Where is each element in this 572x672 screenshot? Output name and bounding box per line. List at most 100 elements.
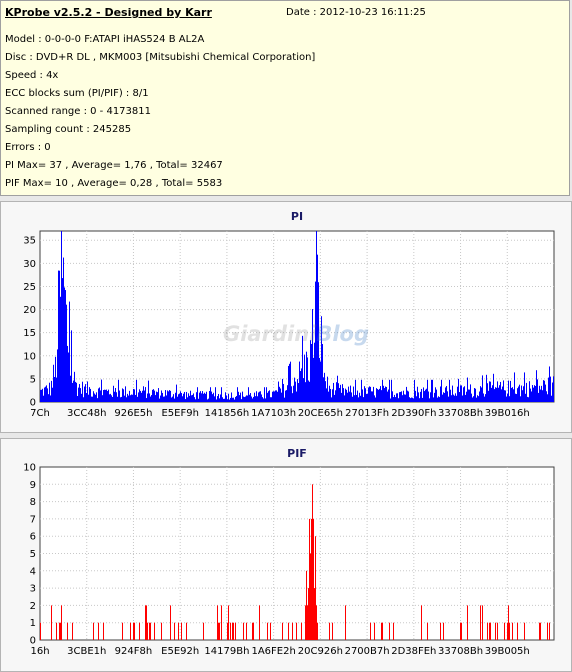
x-tick-label: 1A6FE2h — [251, 646, 295, 657]
data-bar — [230, 622, 231, 640]
data-bar — [301, 622, 302, 640]
data-bar — [504, 390, 505, 402]
data-bar — [164, 396, 165, 402]
data-bar — [370, 622, 371, 640]
data-bar — [177, 396, 178, 402]
data-bar — [238, 391, 239, 402]
data-bar — [102, 395, 103, 402]
data-bar — [267, 622, 268, 640]
data-bar — [314, 342, 315, 402]
data-bar — [274, 391, 275, 402]
data-bar — [501, 389, 502, 402]
data-bar — [462, 395, 463, 402]
data-bar — [525, 393, 526, 402]
data-bar — [100, 390, 101, 402]
data-bar — [149, 622, 150, 640]
data-bar — [491, 387, 492, 402]
data-bar — [248, 387, 249, 402]
data-bar — [189, 395, 190, 402]
data-bar — [217, 396, 218, 402]
data-bar — [480, 605, 481, 640]
data-bar — [70, 375, 71, 402]
data-bar — [497, 381, 498, 402]
data-bar — [234, 399, 235, 402]
data-bar — [460, 622, 461, 640]
data-bar — [307, 357, 308, 402]
data-bar — [314, 588, 315, 640]
data-bar — [313, 518, 314, 640]
data-bar — [537, 379, 538, 402]
data-bar — [408, 391, 409, 402]
data-bar — [277, 391, 278, 402]
pif-chart: PIF 0 1 2 3 4 5 6 7 8 9 10 16h 3CBE1h 924F8h E5E92h 1417… — [23, 447, 555, 657]
data-bar — [66, 304, 67, 402]
data-bar — [369, 386, 370, 402]
data-bar — [227, 399, 228, 402]
data-bar — [296, 622, 297, 640]
data-bar — [201, 393, 202, 402]
data-bar — [203, 393, 204, 402]
data-bar — [310, 553, 311, 640]
data-bar — [90, 388, 91, 402]
data-bar — [433, 397, 434, 402]
data-bar — [232, 622, 233, 640]
data-bar — [381, 622, 382, 640]
data-bar — [445, 387, 446, 402]
data-bar — [78, 387, 79, 402]
data-bar — [170, 605, 171, 640]
data-bar — [128, 395, 129, 402]
data-bar — [503, 380, 504, 402]
data-bar — [123, 389, 124, 402]
data-bar — [415, 390, 416, 402]
data-bar — [259, 605, 260, 640]
data-bar — [351, 392, 352, 402]
y-tick-label: 2 — [30, 601, 36, 612]
data-bar — [150, 622, 151, 640]
data-bar — [444, 392, 445, 402]
data-bar — [133, 388, 134, 402]
data-bar — [485, 394, 486, 402]
data-bar — [140, 390, 141, 402]
plot-area — [39, 230, 555, 403]
data-bar — [85, 384, 86, 402]
data-bar — [270, 622, 271, 640]
data-bar — [552, 382, 553, 402]
data-bar — [382, 622, 383, 640]
data-bar — [541, 385, 542, 402]
data-bar — [130, 622, 131, 640]
data-bar — [289, 363, 290, 402]
data-bar — [416, 396, 417, 402]
data-bar — [430, 392, 431, 402]
data-bar — [264, 387, 265, 402]
data-bar — [519, 384, 520, 402]
data-bar — [81, 393, 82, 402]
data-bar — [121, 396, 122, 402]
data-bar — [117, 396, 118, 402]
info-sampling-count: Sampling count : 245285 — [5, 124, 132, 135]
data-bar — [237, 387, 238, 402]
data-bar — [477, 395, 478, 402]
data-bar — [446, 385, 447, 402]
data-bar — [284, 397, 285, 402]
data-bar — [243, 622, 244, 640]
data-bar — [389, 379, 390, 402]
data-bar — [219, 622, 220, 640]
data-bar — [210, 387, 211, 402]
data-bar — [515, 393, 516, 402]
data-bar — [523, 386, 524, 402]
data-bar — [476, 397, 477, 402]
data-bar — [317, 254, 318, 402]
data-bar — [383, 385, 384, 402]
x-tick-label: 1A7103h — [251, 408, 296, 419]
data-bar — [332, 622, 333, 640]
data-bar — [460, 385, 461, 402]
data-bar — [504, 622, 505, 640]
data-bar — [230, 397, 231, 402]
data-bar — [414, 379, 415, 402]
data-bar — [309, 518, 310, 640]
y-tick-label: 25 — [23, 282, 36, 293]
data-bar — [205, 393, 206, 402]
data-bar — [195, 399, 196, 402]
data-bar — [65, 290, 66, 402]
data-bar — [379, 388, 380, 402]
